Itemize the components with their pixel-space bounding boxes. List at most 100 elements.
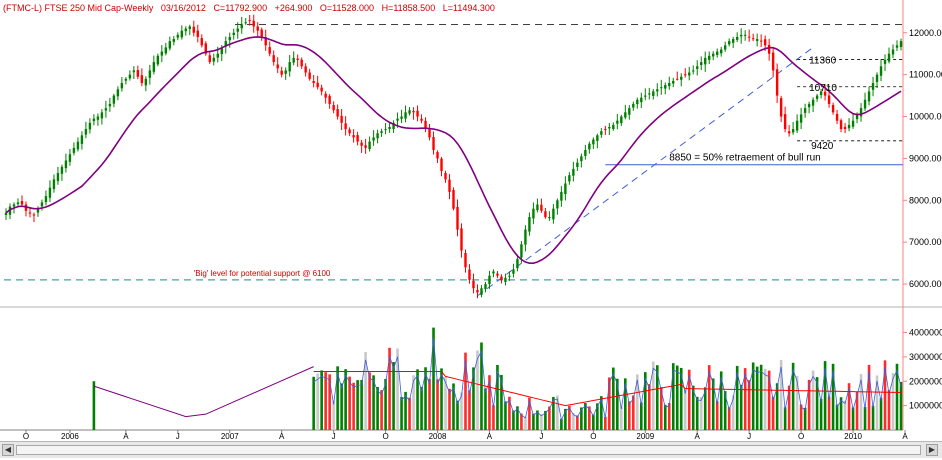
price-bar <box>548 217 551 219</box>
volume-bar <box>384 378 387 430</box>
price-bar <box>396 118 399 121</box>
volume-bar <box>763 368 767 430</box>
price-bar <box>891 49 895 55</box>
price-bar <box>460 228 463 251</box>
price-bar <box>544 211 547 218</box>
price-bar <box>260 29 263 37</box>
price-bar <box>264 37 267 46</box>
price-bar <box>480 288 483 295</box>
price-bar <box>831 104 835 113</box>
price-bar <box>823 91 827 96</box>
volume-bar <box>815 377 819 430</box>
volume-bar <box>540 414 543 430</box>
volume-bar <box>440 368 443 430</box>
volume-bar <box>580 407 583 430</box>
price-bar <box>416 110 419 117</box>
price-bar <box>96 116 100 120</box>
price-bar <box>160 51 164 56</box>
price-tick-label: 9000.000 <box>909 153 942 163</box>
price-bar <box>871 83 875 90</box>
price-bar <box>284 70 287 74</box>
scroll-right-icon[interactable]: ▶ <box>926 444 938 456</box>
volume-bar <box>472 367 475 430</box>
volume-bar <box>532 413 535 430</box>
price-bar <box>700 62 703 66</box>
chart-header: (FTMC-L) FTSE 250 Mid Cap-Weekly 03/16/2… <box>3 3 500 13</box>
price-bar <box>124 78 128 81</box>
price-bar <box>704 57 707 65</box>
volume-bar <box>600 396 603 430</box>
volume-bar <box>671 363 675 430</box>
horizontal-scrollbar[interactable]: ◀ ▶ <box>0 441 942 458</box>
volume-bar <box>520 413 523 430</box>
price-bar <box>672 80 675 84</box>
price-bar <box>596 135 599 141</box>
price-bar <box>476 290 479 293</box>
volume-bar <box>767 370 771 430</box>
price-bar <box>803 108 807 113</box>
volume-bar <box>775 383 779 430</box>
price-bar <box>268 47 271 54</box>
price-bar <box>360 142 363 146</box>
price-bar <box>739 34 743 37</box>
price-bar <box>188 26 191 29</box>
volume-bar <box>839 397 843 430</box>
price-bar <box>392 122 395 130</box>
price-bar <box>843 126 847 130</box>
price-bar <box>456 206 459 230</box>
price-bar <box>72 147 76 153</box>
price-bar <box>304 66 307 73</box>
price-bar <box>644 95 647 97</box>
price-bar <box>208 55 211 63</box>
volume-bar <box>655 365 659 430</box>
time-tick-label: J <box>539 432 543 441</box>
price-bar <box>344 123 347 130</box>
volume-bar <box>755 366 759 430</box>
price-bar <box>855 114 859 120</box>
volume-bar <box>404 391 407 430</box>
volume-bar <box>683 389 687 430</box>
price-bar <box>144 78 148 86</box>
volume-bar <box>639 402 643 430</box>
price-bar <box>244 22 247 24</box>
volume-bar <box>536 410 539 430</box>
price-bar <box>660 87 663 89</box>
price-bar <box>316 82 319 88</box>
volume-bar <box>420 386 423 430</box>
price-bar <box>787 131 791 134</box>
volume-bar <box>703 387 707 430</box>
volume-bar <box>576 415 579 430</box>
date-label: 03/16/2012 <box>160 3 206 13</box>
volume-bar <box>372 375 375 430</box>
volume-bar <box>408 397 411 430</box>
scroll-left-icon[interactable]: ◀ <box>2 444 14 456</box>
price-bar <box>404 112 407 119</box>
price-bar <box>652 91 655 96</box>
price-bar <box>28 212 32 214</box>
price-bar <box>328 95 331 104</box>
price-bar <box>492 271 495 274</box>
price-bar <box>48 187 52 198</box>
trend-line <box>477 47 814 297</box>
volume-bar <box>620 406 623 430</box>
volume-moving-average-line <box>313 371 902 407</box>
price-bar <box>716 51 719 55</box>
price-bar <box>600 131 603 135</box>
volume-bar <box>771 396 775 430</box>
price-bar <box>384 129 387 131</box>
price-bar <box>32 214 36 216</box>
change-label: +264.900 <box>274 3 313 13</box>
scrollbar-thumb[interactable] <box>16 445 921 455</box>
price-bar <box>488 275 491 285</box>
volume-bar <box>759 364 763 430</box>
volume-bar <box>312 376 315 430</box>
volume-bar <box>715 401 719 430</box>
price-bar <box>692 70 695 72</box>
volume-bar <box>827 396 831 430</box>
price-volume-chart: 12000.000 11000.000 10000.000 9000.000 8000.… <box>0 0 942 441</box>
price-bar <box>520 244 523 258</box>
price-bar <box>807 103 811 108</box>
volume-bar <box>344 369 347 430</box>
volume-bar <box>560 418 563 430</box>
price-bar <box>176 34 180 38</box>
